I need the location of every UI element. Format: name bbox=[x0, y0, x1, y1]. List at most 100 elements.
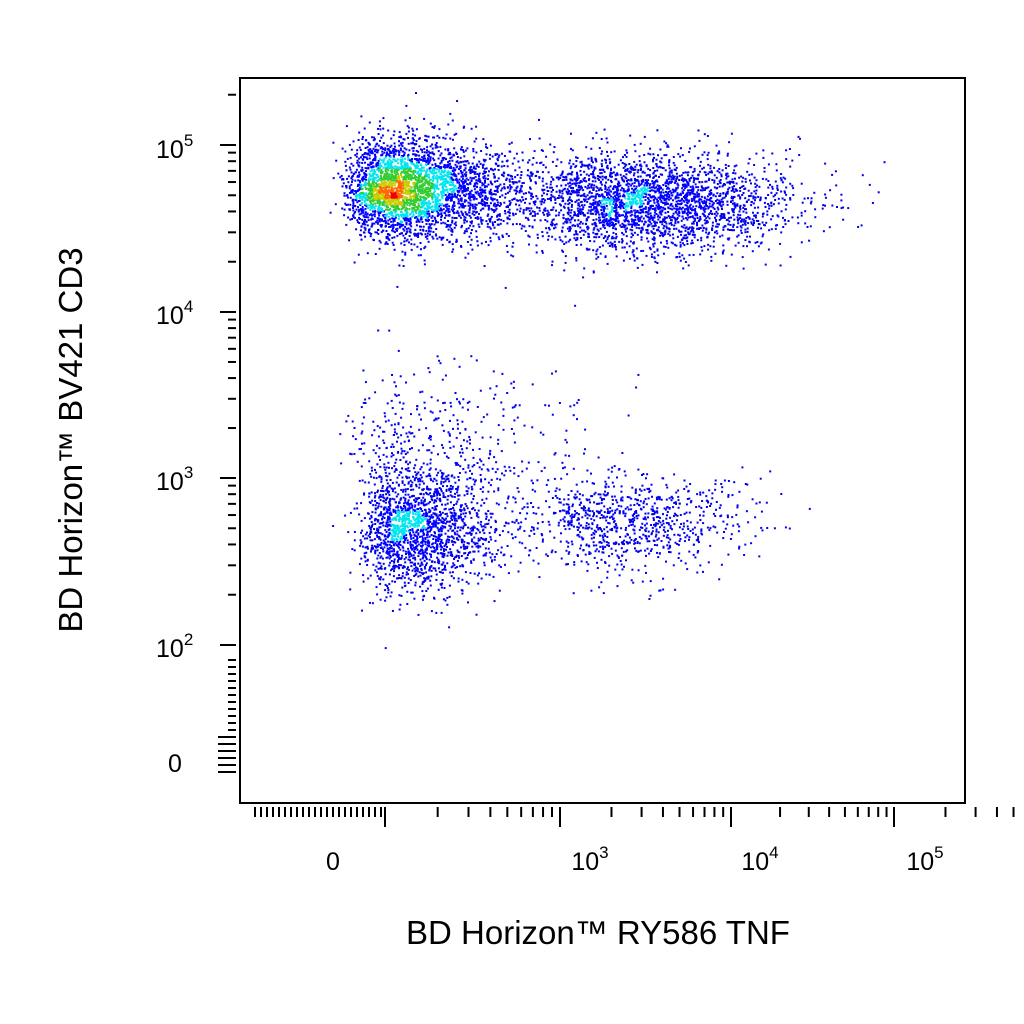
scatter-point bbox=[557, 178, 560, 181]
scatter-point bbox=[570, 132, 572, 135]
scatter-point bbox=[611, 529, 614, 532]
scatter-point bbox=[728, 237, 731, 240]
scatter-point bbox=[412, 475, 414, 478]
scatter-point bbox=[536, 206, 539, 209]
scatter-point bbox=[763, 224, 766, 226]
scatter-point bbox=[581, 229, 583, 232]
scatter-point bbox=[662, 477, 665, 480]
scatter-point bbox=[372, 563, 375, 566]
scatter-point bbox=[624, 507, 627, 510]
scatter-point bbox=[711, 497, 714, 500]
scatter-point bbox=[540, 203, 543, 206]
scatter-point bbox=[429, 458, 432, 461]
scatter-point bbox=[352, 140, 355, 143]
scatter-point bbox=[478, 160, 481, 163]
scatter-point bbox=[536, 170, 539, 173]
scatter-point bbox=[451, 571, 454, 574]
scatter-point bbox=[421, 488, 424, 491]
scatter-point bbox=[590, 173, 593, 176]
scatter-point bbox=[557, 176, 560, 179]
scatter-point bbox=[581, 204, 583, 207]
scatter-point bbox=[692, 171, 695, 174]
scatter-point bbox=[453, 531, 456, 534]
scatter-point bbox=[568, 454, 571, 457]
scatter-point bbox=[701, 249, 704, 252]
scatter-point bbox=[568, 172, 571, 175]
scatter-point bbox=[625, 559, 627, 562]
scatter-point bbox=[625, 550, 627, 553]
scatter-point bbox=[784, 526, 787, 529]
scatter-point bbox=[388, 583, 391, 586]
scatter-point bbox=[592, 532, 595, 534]
scatter-point bbox=[686, 498, 689, 500]
scatter-point bbox=[520, 227, 523, 230]
scatter-point bbox=[570, 521, 573, 524]
scatter-point bbox=[700, 528, 703, 531]
scatter-point bbox=[475, 514, 478, 517]
scatter-point bbox=[418, 571, 421, 574]
scatter-point bbox=[384, 567, 387, 570]
scatter-point bbox=[726, 203, 729, 206]
scatter-point bbox=[668, 160, 671, 163]
scatter-point bbox=[601, 551, 604, 554]
scatter-point bbox=[632, 169, 635, 171]
scatter-point bbox=[359, 148, 362, 151]
scatter-point bbox=[470, 355, 473, 358]
scatter-point bbox=[391, 490, 394, 493]
scatter-point bbox=[417, 236, 420, 238]
scatter-point bbox=[351, 178, 354, 181]
scatter-point bbox=[784, 191, 786, 194]
scatter-point bbox=[444, 507, 447, 510]
scatter-point bbox=[732, 223, 735, 226]
scatter-point bbox=[633, 255, 636, 258]
scatter-point bbox=[604, 534, 607, 537]
scatter-point bbox=[742, 206, 745, 209]
scatter-point bbox=[519, 561, 522, 564]
scatter-point bbox=[693, 219, 696, 222]
scatter-point bbox=[568, 198, 571, 201]
scatter-point bbox=[696, 178, 699, 181]
scatter-point bbox=[457, 580, 460, 583]
scatter-point bbox=[455, 160, 458, 163]
scatter-point bbox=[387, 129, 390, 132]
scatter-point bbox=[422, 572, 425, 575]
scatter-point bbox=[626, 168, 629, 170]
scatter-point bbox=[397, 394, 400, 397]
scatter-point bbox=[529, 177, 531, 180]
scatter-point bbox=[485, 240, 487, 243]
scatter-point bbox=[652, 519, 655, 521]
scatter-point bbox=[707, 151, 710, 154]
scatter-point bbox=[604, 235, 607, 238]
scatter-point bbox=[688, 226, 691, 229]
scatter-point bbox=[722, 226, 725, 229]
scatter-point bbox=[450, 517, 453, 520]
scatter-point bbox=[399, 498, 402, 501]
scatter-point bbox=[541, 198, 544, 201]
scatter-point bbox=[632, 234, 634, 237]
scatter-point bbox=[611, 552, 614, 555]
scatter-point bbox=[780, 231, 783, 234]
scatter-point bbox=[602, 551, 605, 554]
scatter-point bbox=[553, 477, 556, 480]
scatter-point bbox=[448, 508, 451, 511]
scatter-point bbox=[720, 563, 723, 566]
scatter-point bbox=[555, 223, 558, 226]
scatter-point bbox=[607, 242, 610, 245]
scatter-point bbox=[470, 492, 473, 495]
scatter-point bbox=[677, 543, 680, 546]
scatter-point bbox=[673, 224, 676, 227]
scatter-point bbox=[694, 177, 697, 180]
scatter-point bbox=[501, 472, 503, 475]
scatter-point bbox=[668, 551, 670, 553]
scatter-point bbox=[424, 134, 427, 137]
scatter-point bbox=[447, 211, 450, 214]
scatter-point bbox=[596, 567, 599, 569]
scatter-point bbox=[363, 220, 365, 223]
scatter-point bbox=[412, 147, 415, 150]
scatter-point bbox=[471, 169, 473, 172]
scatter-point bbox=[495, 553, 498, 555]
scatter-point bbox=[615, 233, 618, 236]
scatter-point bbox=[776, 187, 779, 190]
scatter-point bbox=[377, 505, 380, 508]
scatter-point bbox=[441, 157, 444, 159]
